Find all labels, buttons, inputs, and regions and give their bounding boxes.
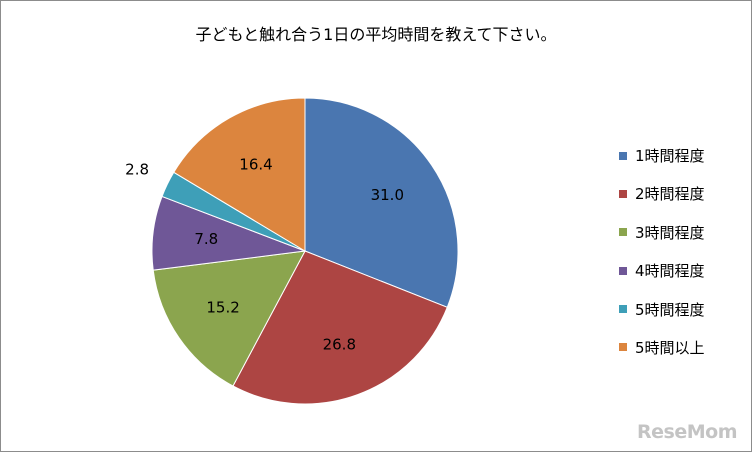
legend-label: 4時間程度 [635,262,705,281]
chart-title: 子どもと触れ合う1日の平均時間を教えて下さい。 [195,25,557,44]
pie-slice-2h [232,250,448,405]
legend-swatch [619,151,627,160]
legend-swatch [619,266,627,275]
data-label-1h: 31.0 [371,186,404,204]
legend-item-2h: 2時間程度 [619,184,705,203]
legend-item-5h-plus: 5時間以上 [619,338,705,357]
legend-item-4h: 4時間程度 [619,261,705,280]
pie-slice-3h [152,250,306,387]
legend-item-5h: 5時間程度 [619,300,705,319]
legend-swatch [619,305,627,314]
legend-label: 2時間程度 [635,185,705,204]
legend-item-3h: 3時間程度 [619,223,705,242]
data-label-5h-plus: 16.4 [239,156,272,174]
data-label-5h: 2.8 [125,160,149,178]
legend-swatch [619,189,627,198]
data-label-4h: 7.8 [194,230,218,248]
legend-item-1h: 1時間程度 [619,146,705,165]
legend-swatch [619,228,627,237]
legend-label: 1時間程度 [635,147,705,165]
legend-swatch [619,343,627,352]
pie-slice-1h [304,97,459,308]
data-label-2h: 26.8 [323,335,356,353]
legend: 1時間程度 2時間程度 3時間程度 4時間程度 5時間程度 5時間以上 [619,146,705,376]
pie-slice-5h-plus [173,97,306,252]
resemom-watermark-logo: ReseMom [637,421,737,443]
data-label-3h: 15.2 [206,298,239,316]
legend-label: 5時間程度 [635,300,705,319]
legend-label: 3時間程度 [635,223,705,242]
legend-label: 5時間以上 [635,338,705,357]
